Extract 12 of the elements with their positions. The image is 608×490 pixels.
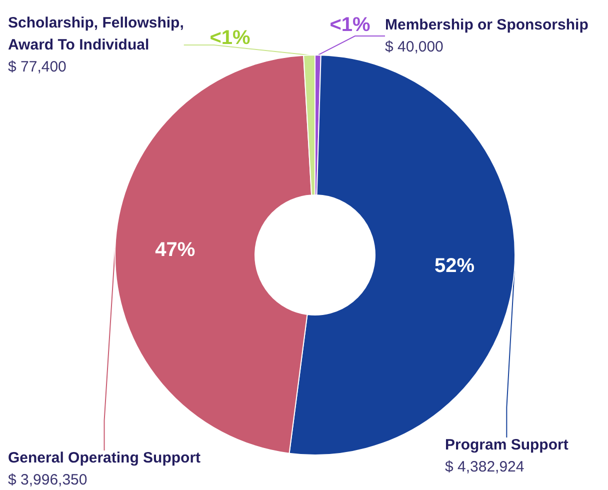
data-label: $ 40,000 — [385, 38, 444, 56]
data-label: $ 77,400 — [8, 58, 66, 76]
text: 52% — [434, 255, 475, 278]
text: 47% — [155, 238, 196, 261]
slice-label: Scholarship, Fellowship, Award To Individual — [8, 14, 184, 54]
slice-label: General Operating Support — [8, 450, 201, 466]
text: <1% — [330, 14, 371, 36]
text: <1% — [210, 27, 251, 49]
slice-label: Membership or Sponsorship — [385, 16, 588, 34]
slice-label: Program Support — [445, 436, 568, 454]
data-label: $ 4,382,924 — [445, 458, 524, 476]
data-label: $ 3,996,350 — [8, 472, 88, 488]
